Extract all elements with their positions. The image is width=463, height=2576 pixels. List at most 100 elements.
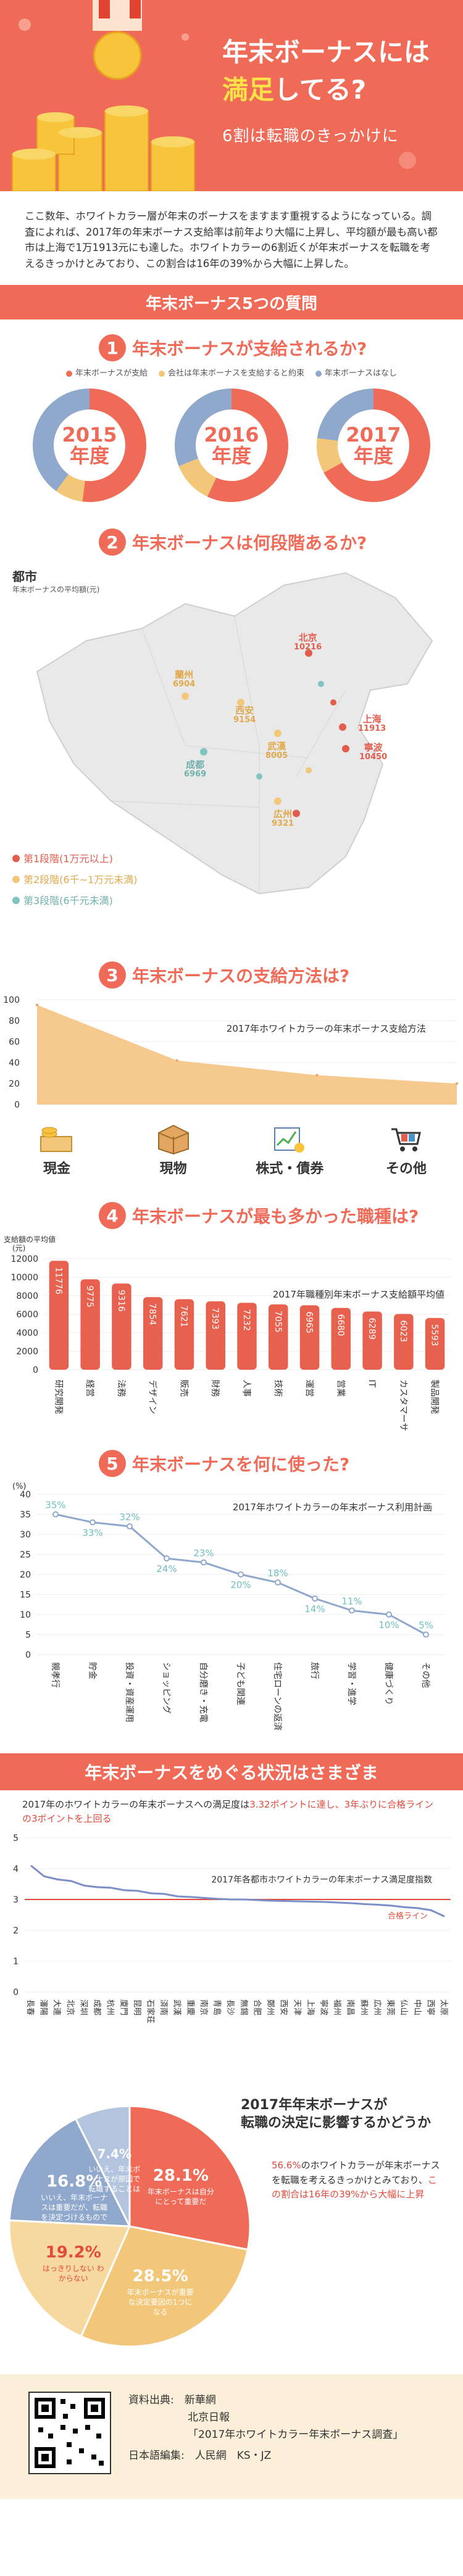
city-value: 9321 [272,819,294,828]
editor-label: 日本語編集: [128,2450,185,2463]
pie-desc-label: スは重要だが、転職 [41,2203,107,2212]
bar-value-label: 9316 [116,1290,126,1312]
usage-title: 2017年ホワイトカラーの年末ボーナス利用計画 [233,1502,432,1513]
bar [174,1299,194,1370]
bar-ytick: 4000 [16,1328,38,1338]
map-landmass [36,572,433,895]
status-banner: 年末ボーナスをめぐる状況はさまざま [0,1753,463,1791]
q2-title: 年末ボーナスは何段階あるか? [132,533,367,554]
q3-title: 年末ボーナスの支給方法は? [132,966,350,987]
city-name: 寧波 [364,742,383,754]
pie-desc-label: を決定づけるもので [41,2213,107,2222]
tier-2: 第2段階(6千~1万元未満) [12,871,137,886]
donut-chart-2015 [33,389,146,503]
bar-value-label: 6965 [304,1312,314,1334]
bar-ytick: 8000 [16,1291,38,1301]
pie-note-red: 56.6% [272,2160,301,2171]
area-ytick: 100 [3,995,20,1005]
bar [394,1314,414,1370]
city-dot-lanzhou [181,693,189,701]
sat-category-label: 重慶 [185,1999,195,2015]
bar-ytick: 0 [33,1365,38,1375]
city-value: 9154 [233,715,256,725]
icon-goods: 現物 [130,1121,217,1177]
q2-number: 2 [99,529,126,556]
bar-category-label: 経営 [85,1380,94,1397]
donut-chart-2017 [317,389,430,503]
sat-category-label: 長沙 [225,1999,235,2015]
bar-value-label: 7232 [241,1309,251,1331]
icon-label: 現物 [159,1161,187,1177]
city-name: 広州 [273,809,293,820]
hero-title-highlight: 満足 [222,75,275,105]
bar-value-label: 6023 [398,1320,408,1343]
usage-category-label: 親孝行 [50,1662,60,1688]
q3-heading: 3 年末ボーナスの支給方法は? [99,961,463,989]
donut-slice [82,389,146,503]
sat-category-label: 東莞 [386,1999,396,2015]
bar-chart-box: 支給額の平均値 (元) 0 2000 4000 6000 8000 10000 12000 1… [0,1234,463,1457]
usage-ytick: 35 [20,1510,31,1520]
city-label-wuhan: 武漢 8005 [265,741,288,760]
bar [331,1308,351,1370]
city-label-lanzhou: 蘭州 6904 [173,670,195,688]
area-chart-box: 0 20 40 60 80 100 2017年ホワイトカラーの年末ボーナス支給方法 [0,994,463,1117]
area-ytick: 40 [9,1058,20,1068]
icon-label: 現金 [43,1161,70,1177]
source-1: 新華網 [184,2394,216,2407]
sat-category-label: 成都 [92,1999,101,2015]
usage-category-label: ショッピング [161,1662,171,1714]
payment-icons: 現金 現物 株式・債券 その他 [0,1121,463,1177]
usage-value-label: 23% [193,1548,214,1559]
sat-category-label: 南京 [199,1999,209,2015]
sat-category-label: 西安 [279,1999,288,2015]
bar-category-label: 財務 [210,1380,220,1397]
q3-section: 3 年末ボーナスの支給方法は? 0 20 40 60 80 100 2017年ホワイトカラー… [0,961,463,1177]
bar-ytick: 2000 [16,1347,38,1357]
bar-category-label: 販売 [178,1380,188,1397]
bar-value-label: 7055 [273,1311,283,1333]
q2-section: 2 年末ボーナスは何段階あるか? 都市 年末ボーナスの平均額(元) [0,529,463,955]
pie-note-text-1: のホワイトカラーが年末ボーナスを転職を考えるきっかけとみており、 [272,2160,440,2186]
source-row: 資料出典: 新華網 [128,2392,403,2409]
usage-category-label: 旅行 [309,1662,319,1679]
pie-note: 56.6%のホワイトカラーが年末ボーナスを転職を考えるきっかけとみており、この割… [272,2158,444,2202]
usage-ytick: 25 [20,1550,31,1560]
area-ytick: 0 [14,1100,20,1110]
footer: 資料出典: 新華網 北京日報 「2017年ホワイトカラー年末ボーナス調査」 日本… [0,2374,463,2500]
area-title: 2017年ホワイトカラーの年末ボーナス支給方法 [227,1023,426,1034]
bar [143,1297,163,1370]
city-value: 11913 [358,724,386,733]
bar-value-label: 6289 [367,1318,377,1340]
legend-item-none: 年末ボーナスはなし [315,366,397,378]
usage-value-label: 5% [419,1620,433,1631]
sat-category-label: 大連 [52,1999,61,2015]
area-chart: 0 20 40 60 80 100 2017年ホワイトカラーの年末ボーナス支給方法 [3,995,458,1110]
usage-point [164,1555,170,1562]
bar-category-label: 人事 [241,1380,251,1397]
bar-category-label: IT [367,1380,377,1388]
q1-title: 年末ボーナスが支給されるか? [132,339,367,360]
pie-desc-label: な決定要因の1つに [128,2297,193,2306]
sat-category-label: 済南 [159,1999,169,2015]
city-dot-guangzhou [274,797,282,805]
sat-category-label: 石家荘 [146,1999,156,2023]
q5-section: 5 年末ボーナスを何に使った? (%) 0 5 10 15 20 25 30 35 40 35% 親… [0,1450,463,1741]
usage-point [201,1559,207,1566]
icon-label: 株式・債券 [256,1161,324,1177]
q2-heading: 2 年末ボーナスは何段階あるか? [99,529,463,556]
city-value: 10216 [294,643,322,652]
sat-category-label: 福州 [332,1999,341,2015]
sat-ytick: 4 [13,1864,19,1874]
usage-value-label: 24% [156,1563,177,1574]
pie-desc-label: いいえ、年末ボ [88,2165,140,2174]
pie-desc-label: ーナスが原因で [88,2175,140,2184]
usage-value-label: 32% [119,1512,140,1523]
usage-ytick: 20 [20,1570,31,1580]
usage-value-label: 20% [230,1579,251,1590]
donut-slice [207,389,288,503]
usage-chart-box: (%) 0 5 10 15 20 25 30 35 40 35% 親孝行 33% 貯金 32% 投資・資産運… [0,1482,463,1741]
donut-slice [317,438,343,473]
bar-value-label: 7393 [210,1307,220,1330]
usage-category-label: 投資・資産運用 [124,1662,134,1722]
